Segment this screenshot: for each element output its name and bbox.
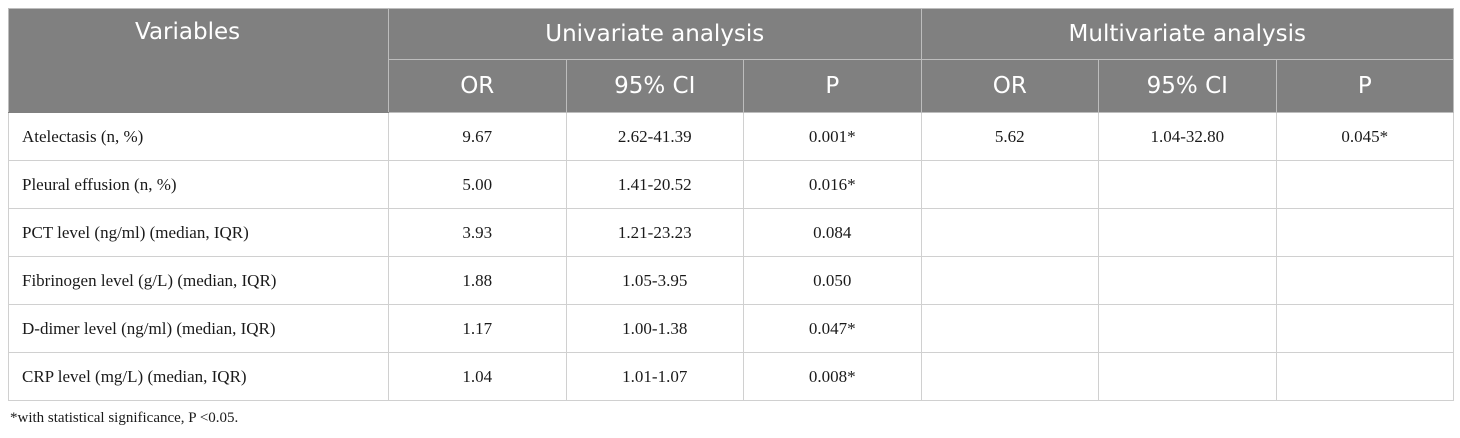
univariate-or-cell: 1.04: [388, 352, 567, 401]
variable-cell: D-dimer level (ng/ml) (median, IQR): [8, 304, 389, 353]
multivariate-ci-cell: [1098, 208, 1277, 257]
multivariate-or-cell: [920, 304, 1100, 353]
header-univariate-or: OR: [388, 59, 567, 113]
header-multivariate-analysis: Multivariate analysis: [920, 8, 1455, 60]
multivariate-p-cell: [1275, 208, 1455, 257]
multivariate-p-cell: [1275, 160, 1455, 209]
univariate-ci-cell: 2.62-41.39: [565, 112, 744, 161]
multivariate-p-cell: [1275, 256, 1455, 305]
univariate-or-cell: 3.93: [388, 208, 567, 257]
univariate-p-cell: 0.001*: [743, 112, 922, 161]
header-multivariate-ci: 95% CI: [1098, 59, 1277, 113]
multivariate-or-cell: [920, 352, 1100, 401]
multivariate-p-cell: 0.045*: [1275, 112, 1455, 161]
univariate-ci-cell: 1.21-23.23: [565, 208, 744, 257]
table-footnote: *with statistical significance, P <0.05.: [10, 410, 239, 426]
table-header: Variables Univariate analysis Multivaria…: [8, 8, 1455, 113]
table-row: D-dimer level (ng/ml) (median, IQR) 1.17…: [8, 304, 1455, 353]
header-variables: Variables: [8, 8, 389, 113]
multivariate-ci-cell: 1.04-32.80: [1098, 112, 1277, 161]
univariate-p-cell: 0.008*: [743, 352, 922, 401]
header-multivariate-p: P: [1275, 59, 1455, 113]
header-multivariate-or: OR: [920, 59, 1100, 113]
multivariate-ci-cell: [1098, 256, 1277, 305]
multivariate-ci-cell: [1098, 304, 1277, 353]
univariate-p-cell: 0.047*: [743, 304, 922, 353]
variable-cell: Pleural effusion (n, %): [8, 160, 389, 209]
variable-cell: PCT level (ng/ml) (median, IQR): [8, 208, 389, 257]
univariate-or-cell: 9.67: [388, 112, 567, 161]
variable-cell: CRP level (mg/L) (median, IQR): [8, 352, 389, 401]
univariate-ci-cell: 1.01-1.07: [565, 352, 744, 401]
regression-table: Variables Univariate analysis Multivaria…: [8, 8, 1455, 401]
header-univariate-p: P: [743, 59, 922, 113]
multivariate-p-cell: [1275, 352, 1455, 401]
header-univariate-analysis: Univariate analysis: [388, 8, 922, 60]
header-row-groups: Variables Univariate analysis Multivaria…: [8, 8, 1455, 113]
table-row: PCT level (ng/ml) (median, IQR) 3.93 1.2…: [8, 208, 1455, 257]
multivariate-or-cell: [920, 160, 1100, 209]
multivariate-p-cell: [1275, 304, 1455, 353]
variable-cell: Fibrinogen level (g/L) (median, IQR): [8, 256, 389, 305]
univariate-or-cell: 5.00: [388, 160, 567, 209]
univariate-p-cell: 0.084: [743, 208, 922, 257]
regression-table-container: Variables Univariate analysis Multivaria…: [8, 8, 1455, 401]
table-row: Atelectasis (n, %) 9.67 2.62-41.39 0.001…: [8, 112, 1455, 161]
univariate-or-cell: 1.88: [388, 256, 567, 305]
header-univariate-ci: 95% CI: [565, 59, 744, 113]
table-row: CRP level (mg/L) (median, IQR) 1.04 1.01…: [8, 352, 1455, 401]
multivariate-ci-cell: [1098, 352, 1277, 401]
table-row: Pleural effusion (n, %) 5.00 1.41-20.52 …: [8, 160, 1455, 209]
univariate-p-cell: 0.050: [743, 256, 922, 305]
multivariate-or-cell: 5.62: [920, 112, 1100, 161]
table-body: Atelectasis (n, %) 9.67 2.62-41.39 0.001…: [8, 112, 1455, 401]
univariate-ci-cell: 1.00-1.38: [565, 304, 744, 353]
table-row: Fibrinogen level (g/L) (median, IQR) 1.8…: [8, 256, 1455, 305]
variable-cell: Atelectasis (n, %): [8, 112, 389, 161]
univariate-ci-cell: 1.41-20.52: [565, 160, 744, 209]
header-row-columns: OR 95% CI P OR 95% CI P: [9, 59, 1455, 113]
multivariate-ci-cell: [1098, 160, 1277, 209]
univariate-ci-cell: 1.05-3.95: [565, 256, 744, 305]
multivariate-or-cell: [920, 256, 1100, 305]
univariate-p-cell: 0.016*: [743, 160, 922, 209]
multivariate-or-cell: [920, 208, 1100, 257]
univariate-or-cell: 1.17: [388, 304, 567, 353]
